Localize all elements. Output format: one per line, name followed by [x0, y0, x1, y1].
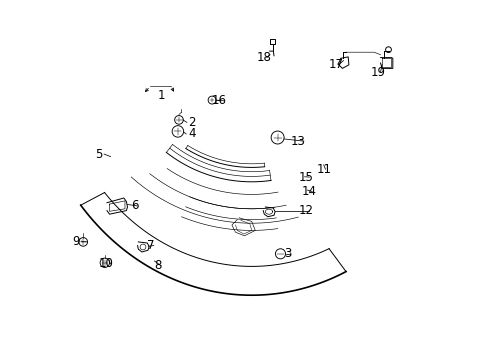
Text: 17: 17 [328, 58, 343, 71]
Text: 11: 11 [316, 163, 330, 176]
Text: 18: 18 [256, 51, 271, 64]
Text: 19: 19 [369, 66, 385, 78]
Text: 13: 13 [290, 135, 305, 148]
Text: 2: 2 [188, 116, 196, 129]
Text: 10: 10 [98, 257, 113, 270]
Text: 14: 14 [301, 185, 316, 198]
Text: 3: 3 [284, 247, 291, 260]
Text: 6: 6 [131, 199, 138, 212]
Text: 4: 4 [188, 127, 196, 140]
Text: 1: 1 [158, 89, 165, 102]
Text: 8: 8 [154, 259, 162, 272]
Text: 9: 9 [72, 235, 80, 248]
Text: 12: 12 [298, 204, 313, 217]
Text: 7: 7 [147, 239, 154, 252]
Text: 15: 15 [298, 171, 313, 184]
Text: 5: 5 [95, 148, 102, 161]
Text: 16: 16 [211, 94, 226, 107]
